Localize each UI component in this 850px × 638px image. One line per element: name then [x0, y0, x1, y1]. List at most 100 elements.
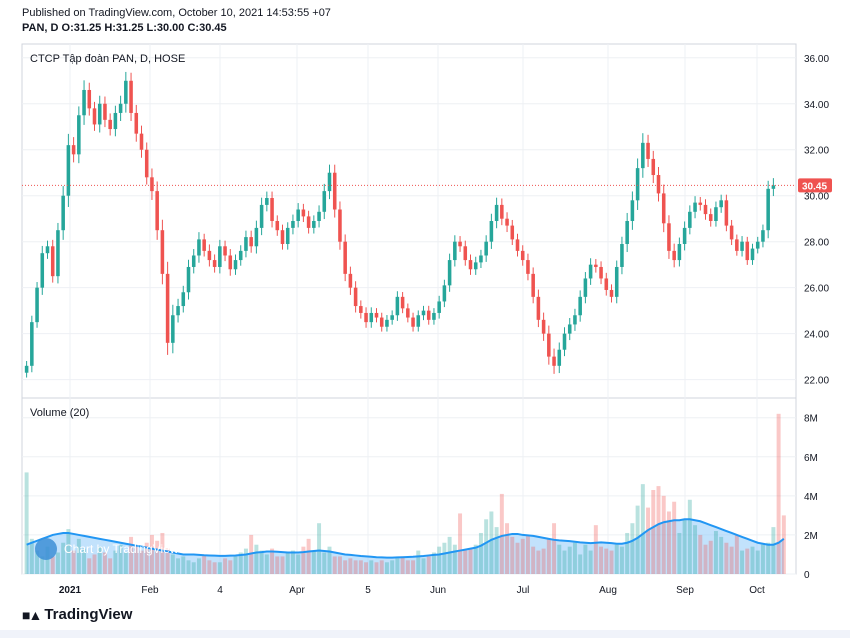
candle-body [155, 191, 159, 231]
volume-bar [40, 556, 45, 574]
candle-body [369, 312, 374, 323]
volume-bar [254, 544, 259, 574]
tradingview-logo[interactable]: ■▲ TradingView [22, 606, 132, 623]
candle-body [385, 319, 389, 327]
volume-bar [139, 550, 144, 574]
volume-bar [619, 546, 624, 574]
candle-body [442, 285, 447, 302]
volume-bar [593, 525, 598, 574]
volume-bar [452, 544, 457, 574]
candle-body [244, 237, 248, 251]
volume-bar [285, 552, 290, 574]
volume-bar [374, 562, 379, 574]
volume-bar [259, 550, 264, 574]
volume-bar [536, 550, 541, 574]
time-tick-label: 5 [365, 585, 371, 596]
candle-body [379, 317, 384, 327]
candle-body [520, 250, 525, 261]
last-price-label: 30.45 [802, 181, 827, 192]
volume-bar [776, 413, 781, 574]
volume-bar [411, 560, 416, 574]
volume-bar [322, 552, 327, 574]
volume-bar [661, 495, 666, 574]
candle-body [562, 333, 567, 350]
volume-tick-label: 6M [804, 453, 818, 464]
volume-bar [541, 548, 546, 574]
price-tick-label: 32.00 [804, 146, 829, 157]
volume-bar [708, 540, 713, 574]
candle-body [285, 227, 290, 244]
volume-bar [442, 542, 447, 574]
volume-bar [578, 554, 583, 574]
volume-ma-area [26, 519, 784, 574]
volume-bar [546, 538, 551, 574]
volume-bar [317, 523, 322, 574]
price-tick-label: 36.00 [804, 54, 829, 65]
candle-body [30, 322, 34, 366]
volume-bar [228, 560, 233, 574]
volume-bar [87, 558, 92, 574]
candle-body [500, 204, 504, 219]
volume-bar [395, 558, 400, 574]
volume-bar [719, 536, 724, 574]
volume-bar [24, 472, 29, 574]
candle-body [437, 301, 441, 313]
candle-body [698, 202, 703, 205]
volume-bar [186, 560, 191, 574]
candle-body [557, 349, 562, 366]
volume-bar [729, 546, 734, 574]
volume-bar [191, 562, 196, 574]
watermark-text: Chart by TradingView [64, 542, 179, 556]
volume-bar [656, 486, 661, 574]
volume-ma-line [26, 518, 785, 559]
candle-body [150, 177, 154, 192]
candle-body [306, 216, 311, 228]
candle-body [103, 103, 107, 120]
volume-bar [207, 560, 212, 574]
price-tick-label: 34.00 [804, 100, 829, 111]
candle-body [646, 142, 650, 159]
time-tick-label: Jun [430, 585, 446, 596]
candle-body [761, 230, 765, 242]
chart-header: Published on TradingView.com, October 10… [22, 6, 331, 36]
volume-bar [134, 546, 139, 574]
time-tick-label: Apr [289, 585, 305, 596]
volume-bar [557, 544, 562, 574]
volume-bar [473, 544, 478, 574]
candle-body [567, 324, 572, 334]
candle-body [139, 133, 144, 150]
candle-body [71, 145, 76, 155]
volume-bar [693, 525, 698, 574]
volume-bar [61, 542, 66, 574]
volume-bar [296, 554, 301, 574]
volume-bar [390, 560, 395, 574]
candle-body [766, 188, 770, 231]
candle-body [714, 207, 718, 221]
volume-bar [766, 542, 771, 574]
volume-bar [760, 544, 765, 574]
candle-body [740, 241, 744, 251]
volume-bar [155, 540, 160, 574]
volume-bar [781, 515, 786, 574]
candle-body [531, 273, 535, 297]
volume-bar [437, 546, 442, 574]
candle-body [583, 278, 588, 297]
volume-bar [82, 548, 87, 574]
candle-body [735, 239, 739, 251]
candle-body [515, 239, 520, 251]
volume-bar [217, 562, 222, 574]
volume-bar [181, 556, 186, 574]
volume-bar [771, 527, 776, 574]
candle-body [432, 312, 436, 320]
volume-bar [405, 560, 410, 574]
candle-body [656, 175, 661, 194]
volume-bar [687, 499, 692, 574]
volume-bar [604, 548, 609, 574]
time-tick-label: 2021 [59, 585, 82, 596]
volume-bar [337, 556, 342, 574]
volume-bar [463, 550, 468, 574]
volume-bar [724, 542, 729, 574]
candle-body [536, 296, 541, 320]
